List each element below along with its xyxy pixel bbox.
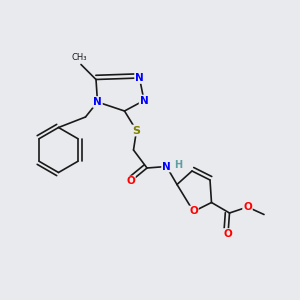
Text: O: O: [243, 202, 252, 212]
Text: N: N: [93, 97, 102, 107]
Text: CH₃: CH₃: [72, 53, 87, 62]
Text: N: N: [140, 95, 148, 106]
Text: N: N: [162, 161, 171, 172]
Text: S: S: [133, 125, 140, 136]
Text: O: O: [224, 229, 232, 239]
Text: H: H: [174, 160, 182, 170]
Text: N: N: [135, 73, 144, 83]
Text: O: O: [126, 176, 135, 187]
Text: O: O: [189, 206, 198, 217]
